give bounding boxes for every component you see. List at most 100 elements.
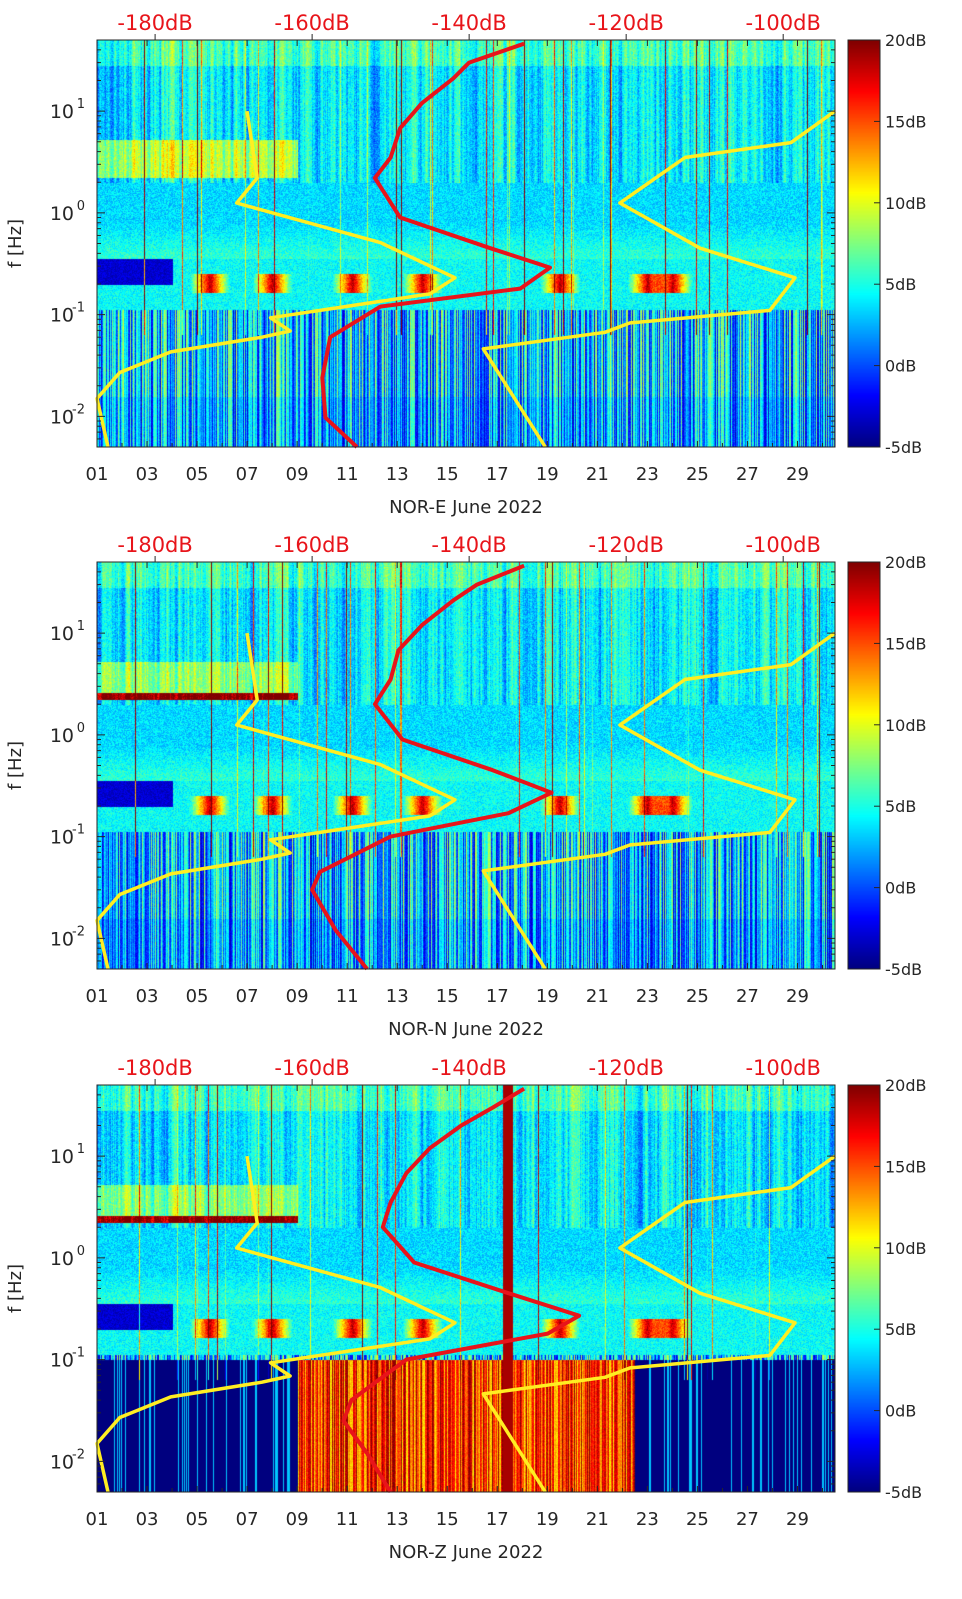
x-axis-label: NOR-Z June 2022 (389, 1542, 544, 1563)
top-db-label: -120dB (588, 1056, 663, 1080)
x-tick-label: 17 (486, 464, 509, 485)
y-tick-label: 10 (50, 623, 74, 645)
y-tick-exponent: -1 (72, 301, 85, 316)
y-tick-exponent: -1 (72, 823, 85, 838)
x-tick-label: 13 (386, 986, 409, 1007)
y-tick-base: 10 (50, 725, 74, 747)
spectrogram-plot-area (97, 562, 835, 969)
spectrogram-plot-area (97, 40, 835, 447)
y-tick-label: 10 (50, 203, 74, 225)
x-tick-label: 11 (336, 1509, 359, 1530)
y-tick-base: 10 (50, 305, 74, 327)
y-tick-exponent: 0 (77, 721, 85, 736)
colorbar (848, 562, 880, 969)
colorbar-tick-label: 20dB (885, 31, 927, 50)
low-noise-model-line (95, 1155, 457, 1493)
station-median-psd-line (341, 1086, 582, 1494)
top-db-label: -140dB (431, 533, 506, 557)
top-db-label: -160dB (274, 533, 349, 557)
x-tick-label: 13 (386, 1509, 409, 1530)
x-tick-label: 21 (586, 464, 609, 485)
x-tick-label: 29 (786, 986, 809, 1007)
x-tick-label: 25 (686, 986, 709, 1007)
x-tick-label: 27 (736, 986, 759, 1007)
plot-frame (96, 561, 836, 970)
y-tick-base: 10 (50, 1350, 74, 1372)
y-axis-label: f [Hz] (5, 741, 26, 790)
colorbar-tick-label: 20dB (885, 553, 927, 572)
top-db-label: -140dB (431, 11, 506, 35)
x-tick-label: 19 (536, 1509, 559, 1530)
x-tick-label: 15 (436, 1509, 459, 1530)
colorbar (848, 1085, 880, 1492)
x-tick-label: 09 (286, 986, 309, 1007)
top-db-label: -180dB (117, 533, 192, 557)
x-tick-label: 23 (636, 1509, 659, 1530)
x-tick-label: 01 (86, 1509, 109, 1530)
x-axis-label: NOR-E June 2022 (389, 497, 543, 518)
colorbar-frame (847, 1084, 881, 1493)
top-db-label: -180dB (117, 1056, 192, 1080)
spectrogram-heatmap (97, 562, 835, 969)
x-tick-label: 15 (436, 464, 459, 485)
top-db-label: -120dB (588, 11, 663, 35)
spectrogram-heatmap (97, 40, 835, 447)
x-tick-label: 23 (636, 464, 659, 485)
colorbar-frame (847, 561, 881, 970)
x-tick-label: 17 (486, 986, 509, 1007)
top-db-label: -180dB (117, 11, 192, 35)
spectrogram-heatmap (97, 1085, 835, 1492)
colorbar-tick-label: -5dB (885, 1483, 922, 1502)
x-tick-label: 27 (736, 1509, 759, 1530)
y-tick-base: 10 (50, 203, 74, 225)
high-noise-model-line (481, 631, 837, 970)
colorbar-tick-label: 0dB (885, 357, 916, 376)
colorbar-tick-label: 15dB (885, 1157, 927, 1176)
plot-frame (96, 39, 836, 448)
x-tick-label: 03 (136, 464, 159, 485)
colorbar-tick-label: 15dB (885, 634, 927, 653)
spectrogram-plot-area (97, 1085, 835, 1492)
y-tick-exponent: 1 (77, 1142, 85, 1157)
y-tick-label: 10 (50, 101, 74, 123)
x-axis-label: NOR-N June 2022 (388, 1019, 544, 1040)
y-tick-exponent: 1 (77, 97, 85, 112)
colorbar-tick-label: 10dB (885, 716, 927, 735)
y-tick-label: 10 (50, 1248, 74, 1270)
y-tick-label: 10 (50, 827, 74, 849)
x-tick-label: 05 (186, 986, 209, 1007)
x-tick-label: 05 (186, 464, 209, 485)
y-tick-label: 10 (50, 305, 74, 327)
x-tick-label: 25 (686, 464, 709, 485)
colorbar-tick-label: 5dB (885, 797, 916, 816)
low-noise-model-line (95, 632, 457, 970)
colorbar-tick-label: 0dB (885, 879, 916, 898)
x-tick-label: 01 (86, 464, 109, 485)
x-tick-label: 05 (186, 1509, 209, 1530)
colorbar (848, 40, 880, 447)
x-tick-label: 19 (536, 464, 559, 485)
y-tick-base: 10 (50, 1248, 74, 1270)
x-tick-label: 01 (86, 986, 109, 1007)
x-tick-label: 21 (586, 1509, 609, 1530)
high-noise-model-line (481, 1154, 837, 1493)
x-tick-label: 29 (786, 1509, 809, 1530)
colorbar-tick-label: 15dB (885, 112, 927, 131)
panel-nor-z: 01 03 05 07 09 11 13 15 17 19 21 23 25 27 29 NOR-Z June… (0, 1045, 962, 1567)
y-tick-exponent: -2 (72, 924, 85, 939)
y-tick-base: 10 (50, 1146, 74, 1168)
y-tick-base: 10 (50, 827, 74, 849)
x-tick-label: 11 (336, 464, 359, 485)
colorbar-tick-label: 10dB (885, 1239, 927, 1258)
top-db-label: -100dB (745, 11, 820, 35)
y-tick-label: 10 (50, 725, 74, 747)
x-tick-label: 23 (636, 986, 659, 1007)
top-db-label: -160dB (274, 11, 349, 35)
colorbar-tick-label: 0dB (885, 1402, 916, 1421)
y-axis-label: f [Hz] (5, 1264, 26, 1313)
low-noise-model-line (95, 110, 457, 448)
high-noise-model-line (481, 109, 837, 448)
